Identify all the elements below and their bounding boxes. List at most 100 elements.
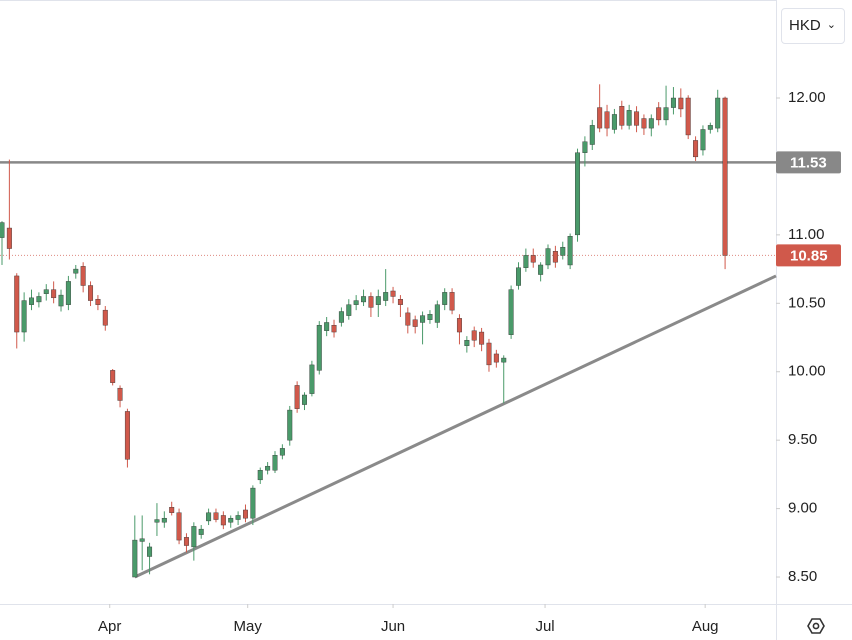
candle-body <box>648 118 654 129</box>
candle-body <box>523 255 529 268</box>
candle-body <box>51 289 57 299</box>
candle-body <box>405 312 411 326</box>
candle-body <box>6 227 12 249</box>
candle-body <box>65 281 71 305</box>
candle-body <box>516 267 521 286</box>
candle-body <box>169 507 175 513</box>
candle-body <box>117 387 123 401</box>
candle-body <box>95 298 101 305</box>
candle-body <box>634 111 640 126</box>
candle-body <box>383 292 389 301</box>
settings-icon[interactable] <box>807 618 825 634</box>
x-tick-label: May <box>234 618 263 635</box>
candle-body <box>353 300 359 305</box>
candle-body <box>397 298 403 305</box>
candle-body <box>375 296 381 305</box>
y-tick-label: 11.00 <box>788 226 824 243</box>
candle-body <box>626 110 632 126</box>
candle-body <box>597 107 603 129</box>
candle-body <box>198 528 204 535</box>
candle-body <box>265 465 271 471</box>
y-tick-label: 10.50 <box>788 294 826 311</box>
candle-body <box>154 519 160 523</box>
candle-body <box>228 517 234 523</box>
x-tick-label: Jul <box>535 618 554 635</box>
candle-body <box>73 268 79 274</box>
price-label: 10.85 <box>790 247 828 264</box>
candle-body <box>552 251 558 263</box>
candle-body <box>272 455 278 471</box>
candle-body <box>685 97 691 136</box>
candle-body <box>530 255 536 263</box>
candle-body <box>700 129 706 151</box>
price-label-box <box>776 244 841 267</box>
candle-body <box>589 125 595 145</box>
currency-label: HKD <box>789 17 821 34</box>
candle-body <box>132 539 138 578</box>
candle-body <box>346 304 352 316</box>
candle-body <box>235 515 241 520</box>
candle-body <box>206 512 212 522</box>
x-tick-label: Aug <box>692 618 719 635</box>
candle-body <box>678 97 684 110</box>
candle-body <box>302 394 307 405</box>
candle-body <box>287 409 293 441</box>
candle-body <box>21 300 27 333</box>
candle-body <box>442 292 448 305</box>
candle-body <box>309 364 315 394</box>
y-tick-label: 9.00 <box>788 500 817 517</box>
candle-body <box>14 275 20 333</box>
candle-body <box>390 290 396 297</box>
candle-body <box>338 311 344 323</box>
candle-body <box>545 248 551 266</box>
candle-body <box>722 97 728 256</box>
candle-body <box>147 546 153 557</box>
candle-body <box>88 285 94 301</box>
candle-body <box>294 385 300 409</box>
candle-body <box>257 470 263 481</box>
candle-body <box>619 106 625 126</box>
candle-body <box>670 97 676 108</box>
candle-body <box>427 314 433 320</box>
candle-body <box>242 509 248 519</box>
candle-body <box>29 297 34 305</box>
candle-body <box>176 512 182 541</box>
candle-body <box>250 487 256 519</box>
candle-body <box>449 292 455 311</box>
candle-body <box>161 517 167 523</box>
candle-body <box>604 111 610 129</box>
candle-body <box>493 353 499 363</box>
candle-body <box>479 331 485 345</box>
candle-body <box>183 537 189 546</box>
candle-body <box>316 324 322 371</box>
candle-body <box>80 266 86 286</box>
candle-body <box>102 309 108 326</box>
candle-body <box>368 296 374 308</box>
candle-body <box>501 357 507 363</box>
y-tick-label: 8.50 <box>788 568 817 585</box>
candle-body <box>663 107 669 121</box>
candle-body <box>279 448 285 456</box>
candle-body <box>693 140 699 158</box>
candle-body <box>464 340 470 346</box>
candle-body <box>656 107 662 121</box>
candle-body <box>43 289 49 294</box>
x-tick-label: Apr <box>98 618 121 635</box>
currency-select[interactable]: HKD ⌄ <box>781 8 845 44</box>
candle-body <box>361 296 367 303</box>
candle-body <box>0 222 5 238</box>
y-tick-label: 10.00 <box>788 363 826 380</box>
candle-body <box>575 152 581 236</box>
candle-body <box>220 515 226 526</box>
candle-body <box>560 246 566 256</box>
candle-body <box>124 411 130 460</box>
candle-body <box>324 322 330 331</box>
candle-body <box>191 526 197 548</box>
candle-body <box>456 318 462 333</box>
candle-body <box>331 324 337 333</box>
candle-body <box>110 370 116 383</box>
candle-body <box>420 315 426 323</box>
